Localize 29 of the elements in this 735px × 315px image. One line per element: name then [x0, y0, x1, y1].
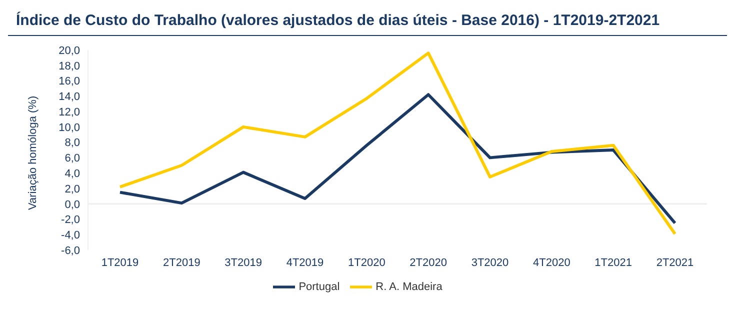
y-axis-title: Variação homóloga (%): [26, 96, 39, 210]
y-tick-label: 2,0: [64, 183, 80, 196]
y-tick-label: 18,0: [58, 60, 80, 72]
y-tick-label: 0,0: [64, 198, 80, 211]
x-tick-label: 1T2019: [101, 256, 139, 269]
x-tick-label: 1T2020: [348, 256, 386, 269]
x-tick-label: 4T2020: [533, 256, 570, 269]
y-tick-label: 6,0: [64, 152, 80, 165]
x-tick-label: 3T2020: [471, 256, 509, 269]
y-tick-label: -2,0: [61, 214, 80, 226]
y-tick-label: 8,0: [64, 137, 80, 150]
y-tick-label: 16,0: [58, 76, 80, 88]
x-tick-label: 3T2019: [224, 256, 262, 269]
y-tick-label: 14,0: [58, 91, 80, 104]
y-tick-label: -6,0: [61, 244, 80, 257]
x-tick-label: 1T2021: [594, 256, 632, 269]
y-tick-label: 12,0: [58, 106, 80, 118]
x-tick-label: 2T2021: [656, 256, 694, 269]
x-tick-label: 2T2020: [410, 256, 447, 269]
y-tick-label: -4,0: [61, 230, 80, 242]
y-tick-label: 4,0: [64, 168, 80, 180]
y-tick-label: 20,0: [58, 44, 80, 57]
chart-title: Índice de Custo do Trabalho (valores ajustados de dias úteis - Base 2016) - 1T2019-2T2021: [8, 8, 727, 36]
line-series: [118, 52, 676, 236]
y-tick-label: 10,0: [58, 122, 80, 134]
x-tick-label: 4T2019: [286, 256, 324, 269]
legend-label: R. A. Madeira: [376, 280, 442, 293]
legend-label: Portugal: [298, 280, 340, 293]
x-tick-label: 2T2019: [163, 256, 200, 269]
